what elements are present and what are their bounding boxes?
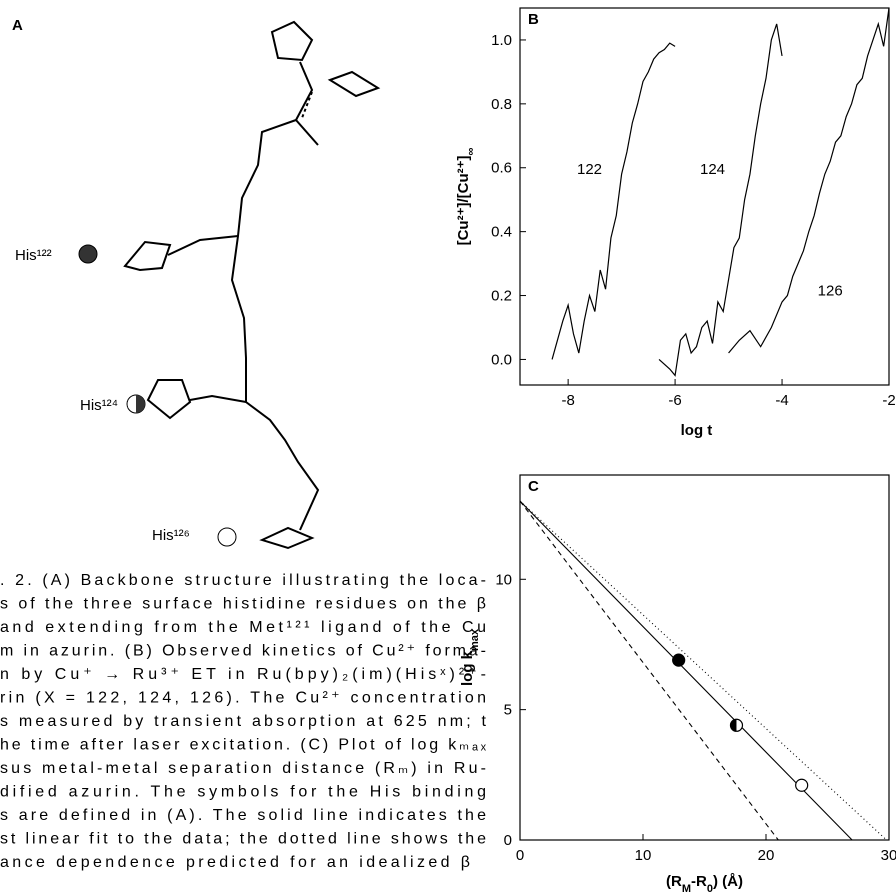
residue-label: His¹²⁶ bbox=[152, 527, 190, 544]
label-part: log t bbox=[681, 422, 713, 439]
ring bbox=[270, 20, 314, 62]
label-part: ) (Å) bbox=[713, 873, 743, 890]
x-tick-label: -8 bbox=[561, 392, 574, 409]
side-chain bbox=[167, 235, 239, 256]
caption-line: and extending from the Met¹²¹ ligand of … bbox=[0, 619, 486, 636]
plot-frame bbox=[519, 7, 890, 386]
x-tick-label: -6 bbox=[668, 392, 681, 409]
y-tick-label: 0 bbox=[504, 832, 512, 849]
subscript: 0 bbox=[707, 883, 713, 895]
point bbox=[672, 653, 686, 667]
trace-label: 124 bbox=[700, 161, 725, 178]
y-tick-label: 1.0 bbox=[491, 32, 512, 49]
y-tick-label: 0.8 bbox=[491, 96, 512, 113]
charts: B -8 -6 -4 -2 0.0 0.2 0.4 0.6 0.8 1.0 log t [Cu²⁺]/[… bbox=[455, 7, 896, 895]
caption-line: st linear fit to the data; the dotted li… bbox=[0, 831, 486, 848]
x-tick-label: 30 bbox=[881, 847, 896, 864]
fit-line bbox=[519, 500, 887, 841]
x-tick-label: -2 bbox=[882, 392, 895, 409]
caption-line: s of the three surface histidine residue… bbox=[0, 596, 486, 613]
x-tick-label: 0 bbox=[516, 847, 524, 864]
axis-label: log t bbox=[681, 422, 713, 439]
filled-marker bbox=[78, 244, 98, 264]
ring bbox=[146, 379, 192, 420]
caption-line: he time after laser excitation. (C) Plot… bbox=[0, 737, 487, 754]
subscript: M bbox=[682, 883, 691, 895]
side-chain bbox=[189, 394, 247, 403]
ring bbox=[259, 526, 315, 550]
bond bbox=[301, 91, 313, 119]
caption-line: sus metal-metal separation distance (Rₘ)… bbox=[0, 760, 486, 777]
y-tick-label: 5 bbox=[504, 702, 512, 719]
caption-line: . 2. (A) Backbone structure illustrating… bbox=[0, 572, 486, 589]
panel-label: A bbox=[12, 17, 23, 34]
x-tick-label: -4 bbox=[775, 392, 788, 409]
residue-label: His¹²⁴ bbox=[80, 397, 118, 414]
open-marker bbox=[217, 527, 237, 547]
caption-line: n by Cu⁺ → Ru³⁺ ET in Ru(bpy)₂(im)(Hisˣ)… bbox=[0, 666, 486, 683]
label-part: (R bbox=[666, 873, 682, 890]
x-tick-label: 10 bbox=[635, 847, 652, 864]
axis-label: (RM-R0) (Å) bbox=[666, 873, 743, 895]
point bbox=[795, 778, 809, 792]
trace-label: 122 bbox=[577, 161, 602, 178]
x-tick-label: 20 bbox=[758, 847, 775, 864]
y-tick-label: 0.2 bbox=[491, 288, 512, 305]
y-tick-label: 10 bbox=[495, 571, 512, 588]
backbone bbox=[230, 61, 320, 531]
point-half bbox=[730, 719, 737, 732]
half-marker-fill bbox=[136, 395, 145, 413]
trace-label: 126 bbox=[818, 283, 843, 300]
axis-label: log kmax bbox=[459, 628, 481, 686]
caption-line: s are defined in (A). The solid line ind… bbox=[0, 807, 486, 824]
axis-label: [Cu²⁺]/[Cu²⁺]∞ bbox=[455, 147, 477, 245]
caption: . 2. (A) Backbone structure illustrating… bbox=[0, 572, 487, 871]
residue-label: His¹²² bbox=[15, 247, 52, 264]
traces bbox=[551, 8, 889, 377]
caption-line: dified azurin. The symbols for the His b… bbox=[0, 784, 486, 801]
side-chain bbox=[295, 119, 319, 146]
ring bbox=[327, 70, 381, 98]
fit-line bbox=[519, 500, 779, 841]
plot-frame bbox=[519, 474, 890, 841]
trace bbox=[551, 42, 676, 360]
label-part: log k bbox=[459, 650, 476, 686]
y-tick-label: 0.6 bbox=[491, 160, 512, 177]
label-part: [Cu²⁺]/[Cu²⁺] bbox=[455, 155, 472, 245]
caption-line: rin (X = 122, 124, 126). The Cu²⁺ concen… bbox=[0, 690, 486, 707]
label-part: -R bbox=[691, 873, 707, 890]
caption-line: ance dependence predicted for an idealiz… bbox=[0, 854, 470, 871]
subscript: max bbox=[469, 628, 481, 651]
panel-a bbox=[123, 20, 381, 550]
caption-line: m in azurin. (B) Observed kinetics of Cu… bbox=[0, 643, 486, 660]
y-tick-label: 0.0 bbox=[491, 351, 512, 368]
caption-line: s measured by transient absorption at 62… bbox=[0, 713, 487, 730]
panel-label: C bbox=[528, 478, 539, 495]
ring bbox=[123, 240, 172, 272]
trace bbox=[658, 23, 783, 377]
panel-label: B bbox=[528, 11, 539, 28]
subscript: ∞ bbox=[465, 147, 477, 155]
y-tick-label: 0.4 bbox=[491, 224, 512, 241]
trace bbox=[728, 8, 889, 354]
